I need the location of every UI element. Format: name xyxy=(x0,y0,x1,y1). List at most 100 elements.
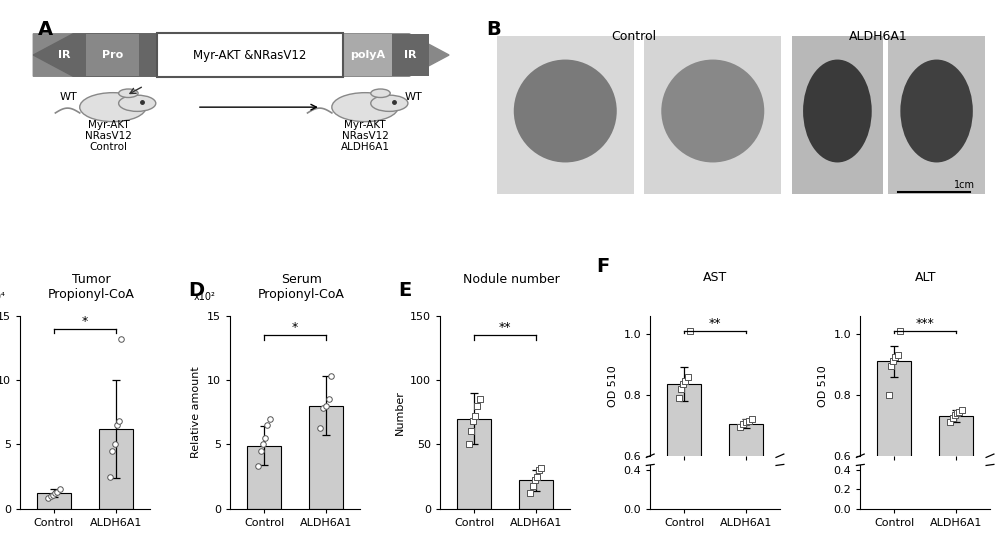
Circle shape xyxy=(80,92,146,121)
FancyBboxPatch shape xyxy=(888,36,985,194)
Point xyxy=(465,417,481,426)
Point xyxy=(472,395,488,404)
Point xyxy=(529,472,545,481)
Text: Myr-AKT: Myr-AKT xyxy=(344,120,386,130)
Point xyxy=(885,357,901,366)
Text: Myr-AKT &NRasV12: Myr-AKT &NRasV12 xyxy=(193,49,307,61)
Point xyxy=(680,372,696,381)
Text: Control: Control xyxy=(611,30,656,43)
Point xyxy=(732,422,748,431)
Point xyxy=(677,377,693,386)
Point xyxy=(892,327,908,335)
Polygon shape xyxy=(33,34,157,76)
Bar xyxy=(247,446,281,509)
Text: x10⁴: x10⁴ xyxy=(0,293,6,302)
Point xyxy=(675,380,691,388)
Point xyxy=(467,412,483,421)
Polygon shape xyxy=(33,34,449,76)
Point xyxy=(43,491,59,500)
Point xyxy=(113,334,129,343)
Point xyxy=(45,490,61,499)
Text: ALT: ALT xyxy=(914,271,936,284)
Y-axis label: Number: Number xyxy=(395,390,405,435)
Circle shape xyxy=(371,95,408,112)
Bar xyxy=(309,406,343,509)
Text: **: ** xyxy=(499,321,511,334)
Text: NRasV12: NRasV12 xyxy=(85,131,132,141)
Text: ***: *** xyxy=(916,317,935,330)
Text: Tumor
Propionyl-CoA: Tumor Propionyl-CoA xyxy=(48,273,135,301)
Point xyxy=(49,487,65,496)
Text: x10²: x10² xyxy=(194,293,216,302)
Text: D: D xyxy=(189,281,205,300)
Point xyxy=(318,401,334,410)
Ellipse shape xyxy=(661,60,764,162)
Text: ALDH6A1: ALDH6A1 xyxy=(341,142,390,152)
Text: Myr-AKT: Myr-AKT xyxy=(88,120,129,130)
Text: AST: AST xyxy=(703,271,727,284)
Bar xyxy=(939,416,973,547)
Point xyxy=(531,465,547,474)
Text: ALDH6A1: ALDH6A1 xyxy=(849,30,907,43)
Text: Serum
Propionyl-CoA: Serum Propionyl-CoA xyxy=(258,273,345,301)
Point xyxy=(321,395,337,404)
Text: Pro: Pro xyxy=(102,50,124,60)
Point xyxy=(111,417,127,426)
Point xyxy=(250,462,266,470)
Text: **: ** xyxy=(709,317,721,330)
Bar xyxy=(667,384,701,547)
Bar xyxy=(877,362,911,547)
Point xyxy=(312,423,328,432)
Point xyxy=(945,414,961,422)
Text: WT: WT xyxy=(405,92,423,102)
Point xyxy=(951,407,967,416)
Point xyxy=(671,393,687,402)
Point xyxy=(744,415,760,423)
FancyBboxPatch shape xyxy=(644,36,781,194)
Text: F: F xyxy=(596,257,609,276)
Point xyxy=(735,420,751,428)
Point xyxy=(522,489,538,498)
Point xyxy=(527,476,543,485)
Point xyxy=(109,421,125,429)
Point xyxy=(525,481,541,490)
Point xyxy=(102,472,118,481)
Text: WT: WT xyxy=(60,92,78,102)
Text: IR: IR xyxy=(58,50,70,60)
FancyBboxPatch shape xyxy=(392,34,429,76)
Text: E: E xyxy=(399,281,412,300)
Text: *: * xyxy=(82,315,88,328)
Point xyxy=(52,485,68,494)
Circle shape xyxy=(371,89,390,97)
Point xyxy=(47,489,63,498)
FancyBboxPatch shape xyxy=(157,33,343,77)
Point xyxy=(942,418,958,427)
Point xyxy=(881,391,897,399)
Point xyxy=(463,427,479,436)
Bar xyxy=(37,493,71,509)
Point xyxy=(890,351,906,359)
Text: Control: Control xyxy=(89,142,127,152)
FancyBboxPatch shape xyxy=(497,36,634,194)
Point xyxy=(107,440,123,449)
Point xyxy=(954,406,970,415)
Point xyxy=(461,440,477,449)
Text: polyA: polyA xyxy=(350,50,385,60)
Y-axis label: Relative amount: Relative amount xyxy=(191,366,201,458)
Point xyxy=(104,446,120,455)
FancyBboxPatch shape xyxy=(86,34,139,76)
Text: IR: IR xyxy=(404,50,416,60)
Bar xyxy=(457,418,491,509)
Point xyxy=(533,463,549,472)
Point xyxy=(255,440,271,449)
Text: NRasV12: NRasV12 xyxy=(342,131,388,141)
Circle shape xyxy=(119,95,156,112)
Point xyxy=(673,385,689,393)
Point xyxy=(259,421,275,429)
Point xyxy=(257,434,273,443)
Circle shape xyxy=(119,89,138,97)
Circle shape xyxy=(332,92,398,121)
Point xyxy=(883,362,899,370)
Point xyxy=(947,410,963,419)
Point xyxy=(741,416,757,425)
